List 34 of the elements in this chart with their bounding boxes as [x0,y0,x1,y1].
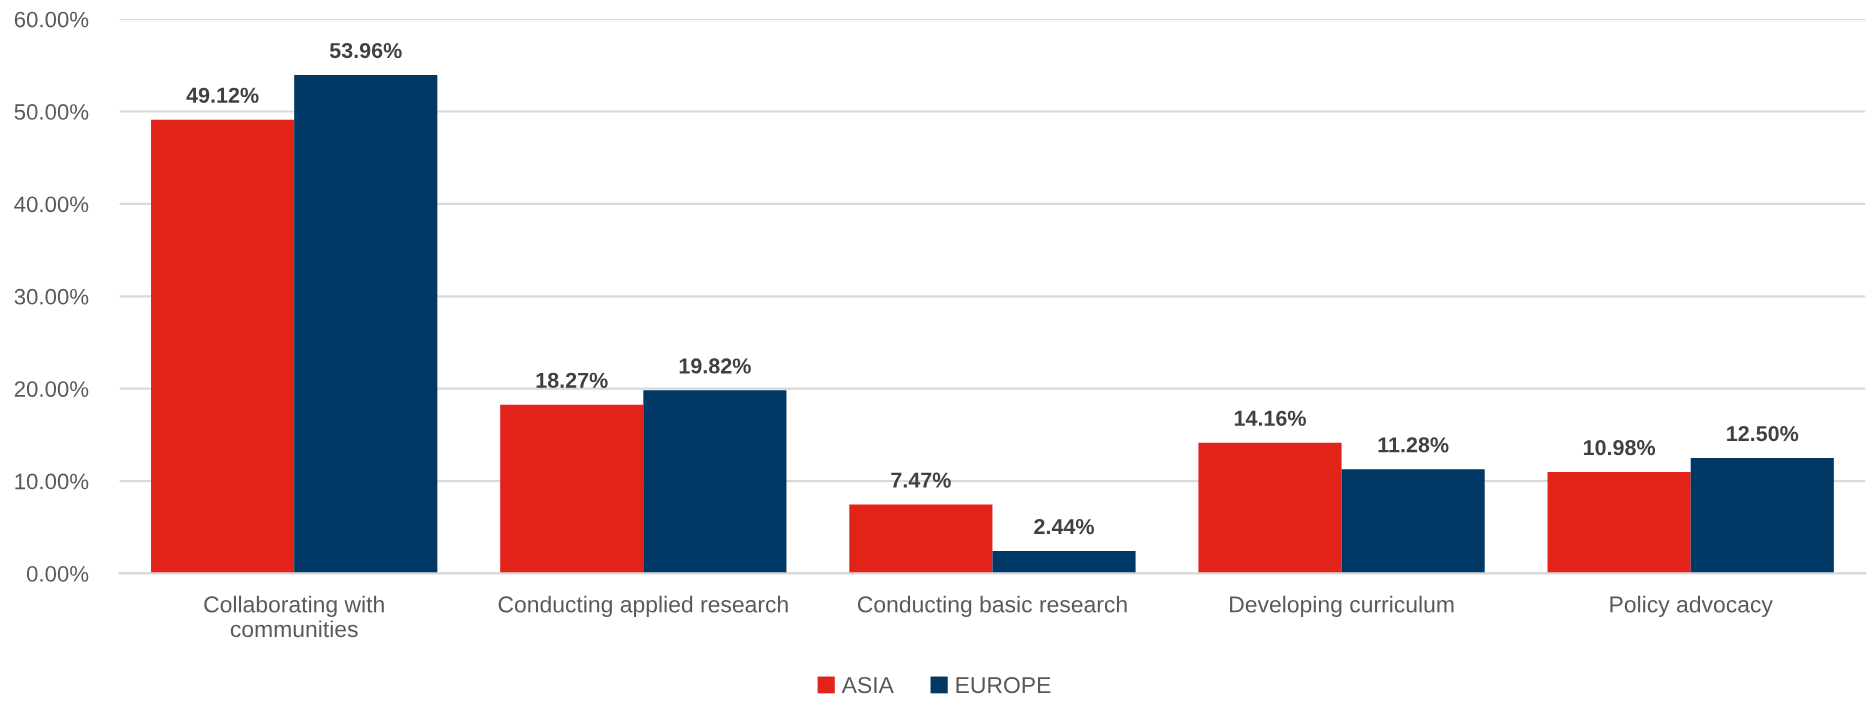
bar [1341,469,1485,574]
data-label: 53.96% [329,42,402,59]
y-tick-label: 60.00% [14,11,89,28]
data-label: 11.28% [1378,437,1449,453]
x-tick-label: Conducting applied research [498,595,788,618]
data-label: 14.16% [1234,410,1306,426]
data-label: 2.44% [1034,518,1094,535]
legend-label: EUROPE [956,676,1051,694]
x-tick-label: Collaborating with communities [204,595,384,638]
bar [294,74,438,574]
data-label: 18.27% [536,372,608,388]
y-tick-label: 20.00% [14,381,89,397]
x-tick-label: Policy advocacy [1610,595,1773,618]
x-tick-label: Developing curriculum [1230,595,1454,618]
bar [1547,472,1691,574]
data-label: 12.50% [1727,425,1799,442]
legend-label: ASIA [841,676,894,694]
bar [643,390,787,574]
data-label: 49.12% [186,87,259,103]
y-tick-label: 0.00% [26,566,89,582]
bar [1198,442,1342,574]
bar [992,550,1136,574]
bar [500,404,644,574]
bar [849,504,993,574]
bar [151,119,295,574]
bar [1690,457,1834,574]
y-tick-label: 10.00% [15,473,89,490]
y-tick-label: 50.00% [14,104,89,120]
x-tick-label: Conducting basic research [857,595,1127,618]
y-tick-label: 40.00% [14,196,89,213]
data-label: 10.98% [1583,440,1656,456]
data-label: 7.47% [891,472,951,488]
y-tick-label: 30.00% [14,288,89,305]
data-label: 19.82% [679,358,751,374]
